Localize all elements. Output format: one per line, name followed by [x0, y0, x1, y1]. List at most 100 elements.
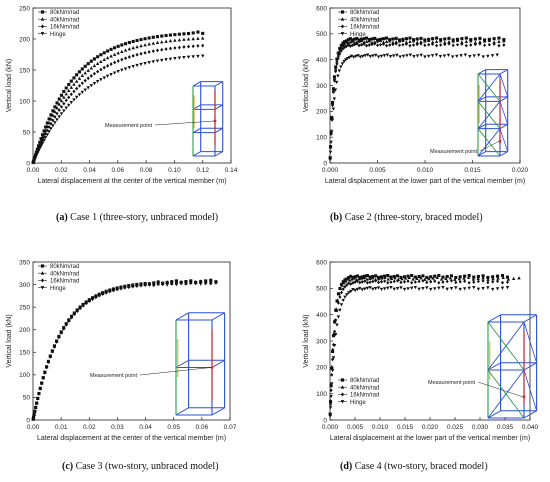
plot-area-c [32, 261, 231, 421]
data-point [481, 278, 485, 283]
legend-label: 80kNm/rad [350, 10, 379, 16]
x-tick-label-c: 0.01 [55, 424, 68, 431]
data-point [458, 279, 462, 284]
data-point [427, 42, 431, 47]
data-point [348, 278, 352, 282]
data-point [419, 40, 423, 44]
data-point [72, 98, 76, 102]
data-point [431, 42, 435, 46]
data-point [131, 54, 135, 58]
data-point [131, 64, 135, 69]
data-point [331, 347, 335, 351]
x-tick-label-b: 0.005 [369, 167, 386, 174]
data-point [331, 334, 336, 338]
data-point [451, 39, 455, 43]
data-point [468, 55, 472, 59]
data-point [164, 33, 168, 38]
data-point [331, 107, 336, 111]
data-point [47, 130, 51, 134]
data-point [328, 402, 333, 407]
data-point [445, 287, 449, 291]
data-point [457, 277, 462, 281]
data-point [100, 292, 105, 297]
data-point [214, 280, 218, 284]
data-point [135, 284, 139, 289]
data-point [49, 127, 53, 131]
data-point [131, 39, 135, 44]
data-point [49, 113, 53, 117]
data-point [62, 90, 66, 94]
data-point [57, 115, 61, 119]
data-point [186, 44, 191, 49]
data-point [331, 88, 336, 92]
data-point [391, 37, 395, 41]
data-point [64, 106, 68, 110]
data-point [491, 277, 495, 281]
data-point [330, 366, 334, 371]
x-tick-label-d: 0.035 [497, 424, 514, 431]
data-point [34, 401, 39, 406]
data-point [486, 54, 490, 58]
data-point [170, 282, 174, 286]
data-point [77, 93, 82, 97]
data-point [90, 297, 95, 302]
data-point [347, 275, 351, 280]
data-point [398, 55, 402, 59]
data-point [430, 40, 435, 44]
data-point [354, 54, 358, 59]
x-tick-label-c: 0.02 [83, 424, 96, 431]
data-point [395, 286, 400, 291]
caption-b: (b) Case 2 (three-story, braced model) [330, 212, 483, 223]
data-point [449, 274, 454, 278]
data-point [102, 57, 106, 62]
data-point [371, 54, 375, 58]
data-point [44, 125, 48, 129]
data-point [441, 275, 445, 279]
data-point [505, 285, 510, 290]
data-point [346, 38, 350, 42]
data-point [329, 388, 333, 393]
data-point [341, 287, 345, 291]
measurement-point-label: Measurement point [430, 149, 478, 155]
data-point [386, 286, 390, 290]
data-point [367, 43, 371, 47]
data-point [433, 287, 437, 291]
data-point [353, 280, 357, 284]
data-point [182, 45, 186, 49]
data-point [45, 133, 50, 137]
data-point [476, 279, 480, 284]
data-point [177, 56, 182, 60]
data-point [179, 281, 183, 285]
data-point [439, 43, 443, 47]
data-point [360, 279, 364, 284]
series-a-3 [31, 54, 205, 165]
data-point [164, 47, 168, 51]
data-point [328, 406, 333, 410]
x-axis-label-a: Lateral displacement at the center of th… [37, 178, 226, 185]
data-point [497, 43, 501, 48]
data-point [43, 371, 47, 375]
legend-marker [40, 278, 45, 283]
data-point [409, 286, 414, 290]
data-point [481, 274, 485, 278]
legend-marker [340, 24, 345, 29]
data-point [151, 41, 155, 45]
data-point [80, 90, 85, 95]
data-point [367, 39, 371, 43]
data-point [454, 280, 458, 285]
x-tick-label-c: 0.03 [111, 424, 124, 431]
data-point [447, 41, 451, 46]
data-point [151, 35, 155, 39]
frame-beam [477, 69, 486, 75]
data-point [408, 43, 412, 48]
caption-a: (a) Case 1 (three-story, unbraced model) [56, 212, 218, 223]
data-point [495, 287, 500, 291]
data-point [39, 382, 44, 386]
data-point [386, 277, 390, 281]
measurement-point-label: Measurement point [105, 123, 153, 129]
measurement-point-label: Measurement point [90, 373, 138, 379]
data-point [443, 37, 447, 41]
data-point [362, 42, 366, 46]
legend-label: Hinge [50, 32, 66, 38]
data-point [473, 40, 478, 44]
